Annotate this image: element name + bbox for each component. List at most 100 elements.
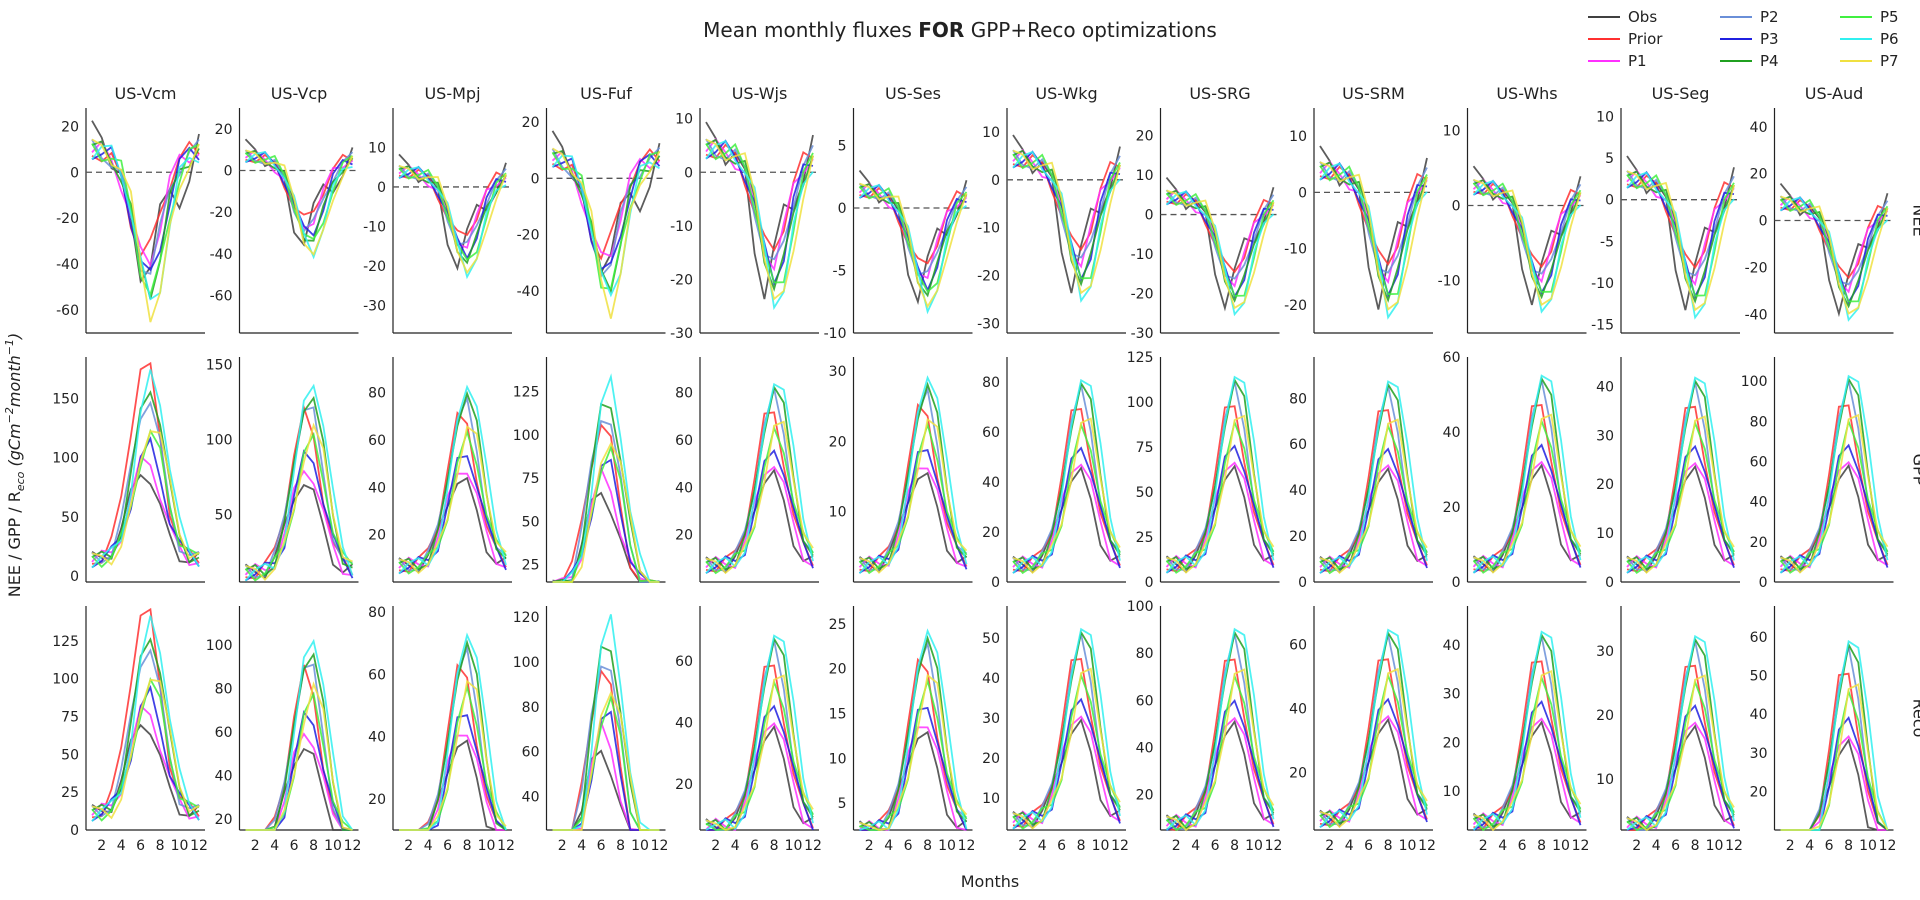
series-line-p2 <box>1472 636 1582 829</box>
y-tick-label: 0 <box>224 164 233 180</box>
series-line-p7 <box>1473 413 1582 574</box>
y-tick-label: 40 <box>1750 707 1768 723</box>
x-tick-label: 10 <box>478 838 496 854</box>
x-tick-label: 2 <box>711 838 720 854</box>
series-line-p7 <box>552 441 660 583</box>
series-line-p6 <box>1319 380 1428 574</box>
y-tick-label: 50 <box>982 631 1000 647</box>
y-tick-label: 80 <box>368 605 386 621</box>
y-tick-label: 100 <box>513 655 540 671</box>
y-tick-label: 0 <box>1298 575 1307 591</box>
site-us-wkg: US-Wkg -30 -20 -10 0 10 0 20 40 60 80 10 20 30 40 50 2 4 6… <box>977 84 1129 854</box>
y-tick-label: 40 <box>1289 483 1307 499</box>
site-title: US-Wjs <box>732 84 788 103</box>
site-us-aud: US-Aud -40 -20 0 20 40 NEE 0 20 40 60 80 100 GPP 20 30 4… <box>1741 84 1920 854</box>
panel-us-ses-nee: -10 -5 0 5 <box>824 108 973 342</box>
x-tick-label: 6 <box>750 838 759 854</box>
y-tick-label: 50 <box>1750 669 1768 685</box>
y-tick-label: 40 <box>368 730 386 746</box>
y-tick-label: 30 <box>829 364 847 380</box>
x-tick-label: 8 <box>1844 838 1853 854</box>
x-tick-label: 6 <box>1364 838 1373 854</box>
x-tick-label: 4 <box>424 838 433 854</box>
series-line-p6 <box>398 384 507 575</box>
y-tick-label: 10 <box>829 751 847 767</box>
series-line-prior <box>1627 664 1735 831</box>
x-tick-label: 6 <box>136 838 145 854</box>
series-line-p6 <box>1319 628 1428 828</box>
legend-entry-p5: P5 <box>1840 8 1899 26</box>
series-line-p2 <box>1165 633 1275 831</box>
y-tick-label: 60 <box>982 425 1000 441</box>
panel-us-aud-nee: -40 -20 0 20 40 NEE <box>1745 108 1920 334</box>
series-line-prior <box>1473 660 1582 830</box>
series-line-prior <box>91 607 200 819</box>
series-line-prior <box>1012 658 1121 828</box>
panel-us-whs-nee: -10 0 10 <box>1438 108 1587 334</box>
site-title: US-Ses <box>885 84 941 103</box>
panel-us-vcp-nee: -60 -40 -20 0 20 <box>210 108 359 334</box>
y-tick-label: 10 <box>1443 784 1461 800</box>
site-us-mpj: US-Mpj -30 -20 -10 0 10 20 40 60 80 20 40 60 80 2 4 6 8 10… <box>363 84 515 854</box>
y-tick-label: 0 <box>1145 575 1154 591</box>
x-tick-label: 12 <box>497 838 515 854</box>
panel-us-mpj-reco: 20 40 60 80 2 4 6 8 10 12 <box>368 605 515 854</box>
x-tick-label: 4 <box>1038 838 1047 854</box>
series-line-prior <box>1780 404 1889 572</box>
series-line-p7 <box>91 138 200 323</box>
series-line-p5 <box>245 691 354 831</box>
series-line-obs <box>91 473 200 564</box>
y-tick-label: -10 <box>1438 274 1461 290</box>
panel-us-srm-reco: 20 40 60 2 4 6 8 10 12 <box>1289 606 1436 854</box>
x-axis-label: Months <box>961 872 1019 891</box>
x-tick-label: 8 <box>1230 838 1239 854</box>
x-tick-label: 10 <box>1859 838 1877 854</box>
series-line-prior <box>1780 672 1889 831</box>
series-line-p6 <box>705 140 814 311</box>
legend-entry-obs: Obs <box>1588 8 1657 26</box>
y-tick-label: 20 <box>982 525 1000 541</box>
series-line-p4 <box>91 390 200 564</box>
y-tick-label: 20 <box>1289 765 1307 781</box>
y-tick-label: -10 <box>670 219 693 235</box>
y-tick-label: 20 <box>829 662 847 678</box>
series-line-prior <box>1319 409 1428 573</box>
y-tick-label: -40 <box>517 284 540 300</box>
y-tick-label: 10 <box>1289 129 1307 145</box>
series-line-p3 <box>398 165 507 261</box>
x-tick-label: 8 <box>309 838 318 854</box>
x-tick-label: 12 <box>1265 838 1283 854</box>
y-tick-label: -30 <box>670 326 693 342</box>
series-line-p6 <box>1165 627 1275 831</box>
y-tick-label: -10 <box>363 219 386 235</box>
series-line-p5 <box>91 143 200 297</box>
title-suffix: GPP+Reco optimizations <box>964 18 1216 42</box>
x-tick-label: 6 <box>1057 838 1066 854</box>
series-line-p5 <box>705 424 814 575</box>
series-line-p6 <box>91 615 200 822</box>
x-tick-label: 8 <box>463 838 472 854</box>
x-tick-label: 10 <box>1706 838 1724 854</box>
y-tick-label: 60 <box>1750 630 1768 646</box>
series-line-p7 <box>1012 149 1121 295</box>
y-tick-label: 40 <box>368 480 386 496</box>
legend-entry-p4: P4 <box>1720 52 1779 70</box>
site-title: US-SRM <box>1342 84 1405 103</box>
y-tick-label: 40 <box>1289 701 1307 717</box>
y-tick-label: 10 <box>1136 168 1154 184</box>
y-tick-label: 10 <box>1596 526 1614 542</box>
site-us-srg: US-SRG -30 -20 -10 0 10 20 0 25 50 75 100 125 20 40 60 8… <box>1127 84 1283 854</box>
x-tick-label: 12 <box>344 838 362 854</box>
y-tick-label: 10 <box>1596 772 1614 788</box>
x-tick-label: 4 <box>117 838 126 854</box>
y-tick-label: 20 <box>1596 708 1614 724</box>
series-line-p6 <box>858 184 967 315</box>
series-line-p7 <box>859 182 968 309</box>
x-tick-label: 2 <box>1632 838 1641 854</box>
series-line-p7 <box>1012 417 1121 574</box>
series-line-p4 <box>91 637 200 818</box>
y-tick-label: 150 <box>206 358 233 374</box>
x-tick-label: 2 <box>558 838 567 854</box>
x-tick-label: 12 <box>1111 838 1129 854</box>
y-tick-label: 40 <box>522 789 540 805</box>
